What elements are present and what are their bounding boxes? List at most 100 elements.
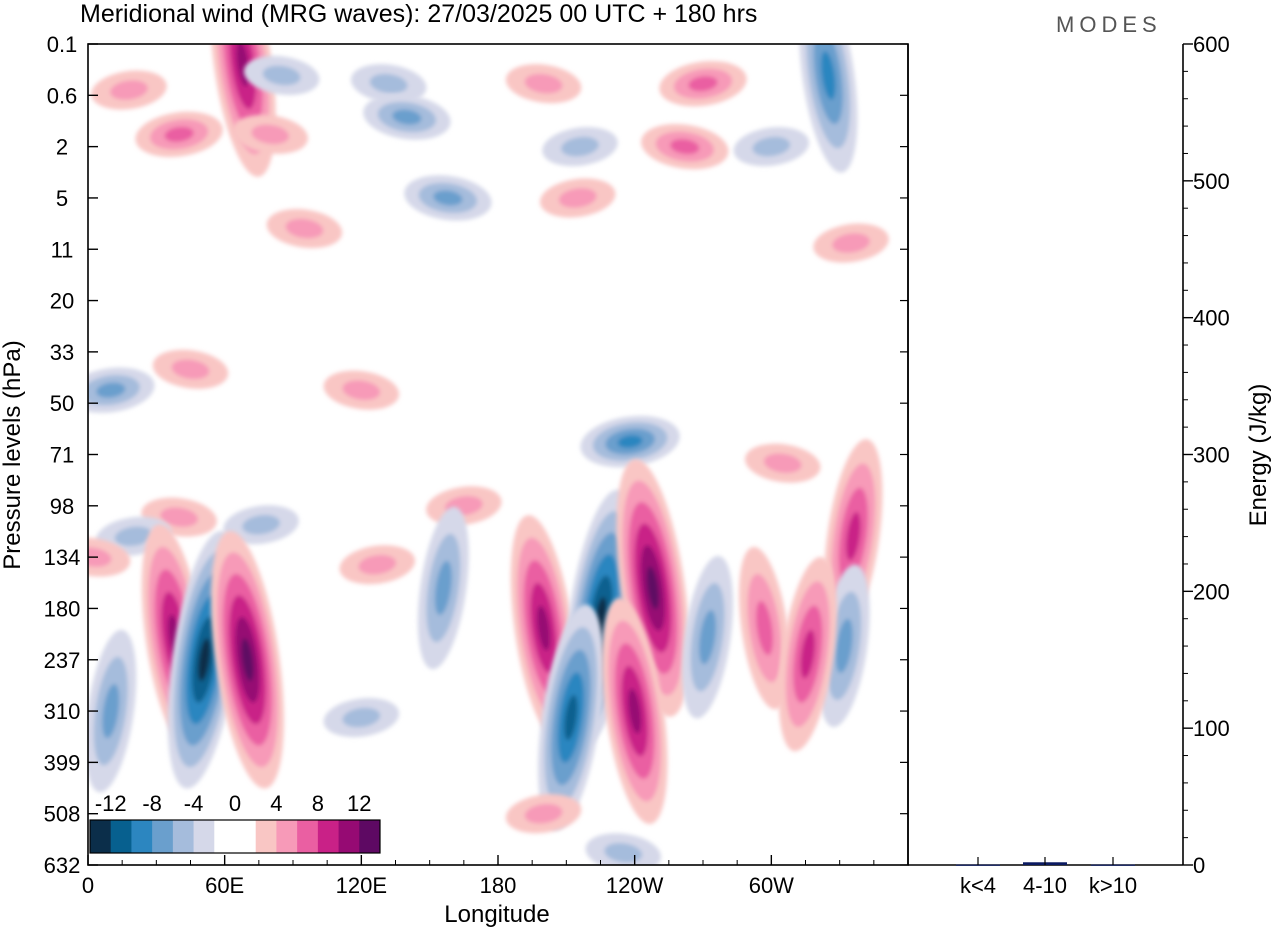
energy-tick-label: 500 [1193, 169, 1230, 194]
x-tick-label: 180 [480, 873, 517, 898]
contour-level [262, 65, 301, 86]
contour-level [536, 605, 551, 651]
energy-tick-label: 0 [1193, 853, 1205, 878]
contour-blob [210, 530, 284, 789]
y-tick-label: 71 [50, 443, 74, 468]
energy-panel: 0 100 200 300 400 500 600 k<4 4-10 k>10 [956, 32, 1230, 898]
contour-blob [243, 55, 320, 96]
contour-level [171, 359, 210, 380]
contour-blob [505, 794, 582, 834]
contour-level [160, 507, 198, 527]
contour-level [392, 109, 422, 125]
contour-level [524, 73, 563, 94]
contour-blob [88, 629, 137, 793]
x-axis-title: Longitude [444, 901, 549, 928]
contour-blob [505, 64, 582, 104]
colorbar-label: 8 [312, 791, 324, 816]
contour-level [617, 435, 643, 449]
colorbar-swatch [131, 820, 153, 853]
colorbar-label: 4 [270, 791, 282, 816]
colorbar-swatch [152, 820, 174, 853]
contour-blob [323, 370, 400, 410]
contour-blob [339, 545, 416, 585]
contour-blob [641, 123, 729, 170]
colorbar-swatch [276, 820, 298, 853]
contour-level [102, 683, 120, 739]
y-tick-label: 20 [50, 289, 74, 314]
colorbar-label: -12 [95, 791, 127, 816]
contour-blob [542, 127, 618, 167]
energy-bar [1091, 864, 1135, 866]
contour-blob [744, 443, 821, 483]
colorbar-swatch [110, 820, 132, 853]
colorbar-swatch [338, 820, 360, 853]
contour-level [358, 554, 397, 575]
contour-blob [813, 223, 889, 263]
contour-blob [232, 114, 308, 154]
contour-level [752, 136, 791, 157]
contour-blob [585, 833, 662, 865]
energy-tick-label: 400 [1193, 306, 1230, 331]
x-tick-label: 120W [606, 873, 664, 898]
energy-tick-label: 300 [1193, 443, 1230, 468]
contour-level [164, 126, 194, 142]
contour-level [820, 51, 836, 100]
contour-level [251, 124, 290, 145]
contour-level [198, 638, 211, 682]
contour-blob [323, 697, 400, 738]
colorbar-swatch [172, 820, 194, 853]
y-tick-label: 11 [51, 237, 74, 262]
contour-blob [223, 505, 299, 545]
x-tick-label: 0 [82, 873, 94, 898]
colorbar-swatch [214, 820, 236, 853]
energy-tick-label: 600 [1193, 32, 1230, 57]
contour-blob [135, 111, 223, 157]
x-tick-label: 60E [205, 873, 244, 898]
contour-blob [350, 64, 427, 104]
y-tick-label: 508 [44, 802, 81, 827]
colorbar-label: -4 [184, 791, 204, 816]
colorbar-swatch [359, 820, 381, 853]
colorbar-swatch [297, 820, 319, 853]
colorbar-label: -8 [142, 791, 162, 816]
contour-level [433, 190, 463, 206]
contour-level [800, 629, 816, 679]
y-axis-title: Pressure levels (hPa) [0, 340, 26, 569]
contour-level [846, 511, 861, 561]
colorbar-swatch [235, 820, 257, 853]
contour-level [688, 76, 718, 92]
colorbar-swatch [317, 820, 339, 853]
energy-axis-title: Energy (J/kg) [1245, 384, 1272, 527]
energy-bar [956, 864, 1000, 866]
colorbar-frame [89, 819, 381, 854]
y-tick-label: 5 [56, 186, 68, 211]
contour-blob [417, 506, 469, 670]
contour-blob [824, 439, 883, 634]
colorbar: -12 -8 -4 0 4 8 12 [89, 791, 381, 854]
contour-level [524, 803, 563, 824]
contour-level [561, 136, 599, 157]
contour-blob [739, 546, 790, 710]
y-tick-label: 180 [44, 596, 81, 621]
contour-blob [659, 61, 747, 107]
contour-level [558, 188, 597, 208]
y-tick-label: 310 [44, 699, 81, 724]
colorbar-swatch [193, 820, 215, 853]
contour-level [342, 707, 381, 728]
contour-level [670, 139, 700, 155]
contour-level [604, 843, 643, 863]
y-tick-label: 134 [44, 545, 81, 570]
y-tick-label: 33 [50, 340, 74, 365]
colorbar-swatch [255, 820, 277, 853]
colorbar-label: 0 [229, 791, 241, 816]
y-tick-label: 0.1 [47, 32, 78, 57]
contour-blob [778, 557, 837, 752]
contour-level [434, 560, 452, 616]
contour-level [110, 80, 148, 100]
contour-level [832, 233, 870, 253]
y-tick-label: 50 [50, 391, 74, 416]
colorbar-swatch [90, 820, 112, 853]
contour-blob [152, 349, 229, 389]
